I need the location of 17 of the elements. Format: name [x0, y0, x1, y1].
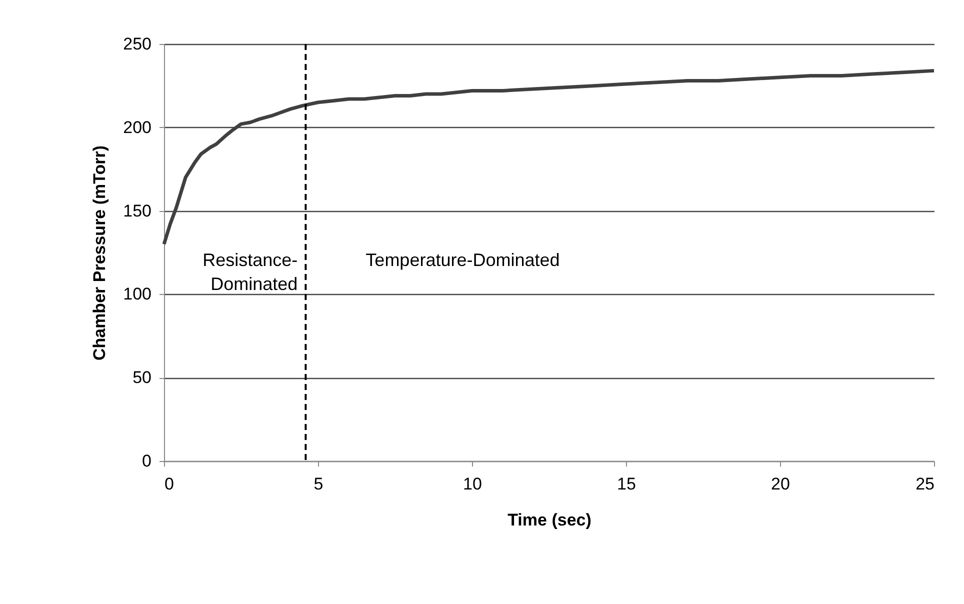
y-axis-title: Chamber Pressure (mTorr)	[90, 145, 110, 361]
x-tick-label: 25	[916, 474, 934, 494]
y-tick-label: 100	[123, 284, 152, 304]
annotation: Resistance- Dominated	[202, 250, 298, 294]
y-tick-label: 150	[123, 201, 152, 220]
y-tick-label: 250	[123, 34, 152, 54]
y-tick-label: 0	[142, 452, 152, 470]
y-tick-label: 200	[123, 118, 152, 137]
x-tick-label: 15	[617, 474, 636, 494]
y-tick-label: 50	[132, 368, 152, 388]
line-series	[162, 68, 936, 246]
x-tick-label: 5	[314, 474, 324, 494]
annotation: Temperature-Dominated	[366, 250, 560, 270]
x-axis-title: Time (sec)	[508, 510, 592, 530]
x-tick-label: 0	[164, 474, 174, 494]
x-tick-label: 20	[771, 474, 790, 494]
x-tick-label: 10	[463, 474, 482, 494]
